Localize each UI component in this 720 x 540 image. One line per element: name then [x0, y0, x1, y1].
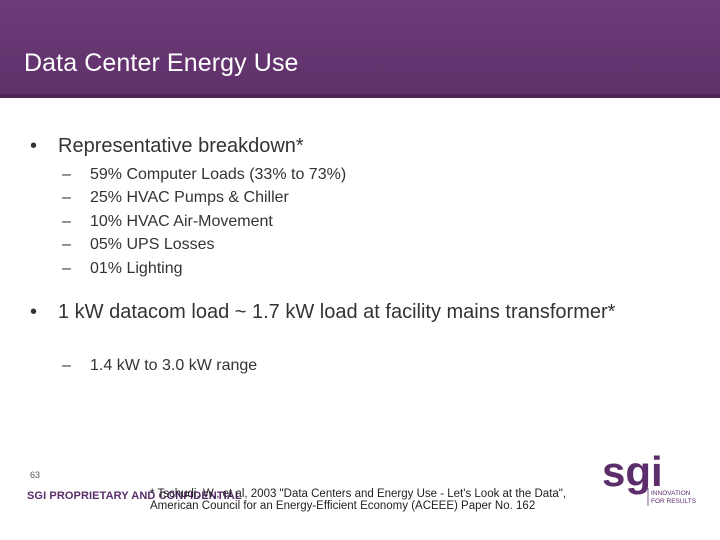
bullet-marker: •: [30, 301, 38, 323]
sub-text: 59% Computer Loads (33% to 73%): [90, 166, 347, 183]
sub-text: 05% UPS Losses: [90, 236, 215, 254]
sublist-item: – 10% HVAC Air-Movement: [62, 210, 462, 233]
citation-line-1: * Tschudi, W., et al, 2003 "Data Centers…: [150, 488, 567, 500]
sublist-range: – 1.4 kW to 3.0 kW range: [62, 354, 462, 378]
sgi-logo: sgi INNOVATION FOR RESULTS: [602, 450, 697, 506]
sub-text: 01% Lighting: [90, 259, 183, 277]
logo-wordmark: sgi: [602, 450, 663, 495]
sub-marker: –: [62, 166, 71, 183]
logo-tagline-2: FOR RESULTS: [651, 498, 697, 505]
citation: * Tschudi, W., et al, 2003 "Data Centers…: [150, 488, 566, 512]
sublist-item: – 01% Lighting: [62, 257, 462, 280]
page-number: 63: [30, 470, 41, 480]
bullet-text: Representative breakdown*: [58, 135, 304, 157]
sublist-breakdown: – 59% Computer Loads (33% to 73%) – 25% …: [62, 163, 462, 283]
sublist-item: – 05% UPS Losses: [62, 233, 462, 256]
citation-line-2: American Council for an Energy-Efficient…: [150, 500, 536, 512]
sub-marker: –: [62, 212, 71, 230]
sublist-item: – 25% HVAC Pumps & Chiller: [62, 186, 462, 209]
slide-title: Data Center Energy Use: [24, 49, 299, 77]
bullet-datacom-load: • 1 kW datacom load ~ 1.7 kW load at fac…: [30, 300, 690, 354]
bullet-representative-breakdown: • Representative breakdown*: [30, 134, 690, 160]
proprietary-notice: SGI PROPRIETARY AND CONFIDENTIAL: [27, 490, 242, 502]
bullet-text: 1 kW datacom load ~ 1.7 kW load at facil…: [58, 301, 616, 323]
sub-marker: –: [62, 357, 71, 374]
sub-text: 1.4 kW to 3.0 kW range: [90, 357, 258, 374]
sub-text: 10% HVAC Air-Movement: [90, 212, 273, 230]
sub-marker: –: [62, 259, 71, 277]
sub-marker: –: [62, 236, 71, 254]
bullet-marker: •: [30, 135, 38, 157]
sub-text: 25% HVAC Pumps & Chiller: [90, 189, 289, 207]
logo-tagline-1: INNOVATION: [651, 490, 691, 497]
sub-marker: –: [62, 189, 71, 207]
sublist-item: – 59% Computer Loads (33% to 73%): [62, 163, 462, 186]
title-bar: Data Center Energy Use: [0, 0, 720, 98]
